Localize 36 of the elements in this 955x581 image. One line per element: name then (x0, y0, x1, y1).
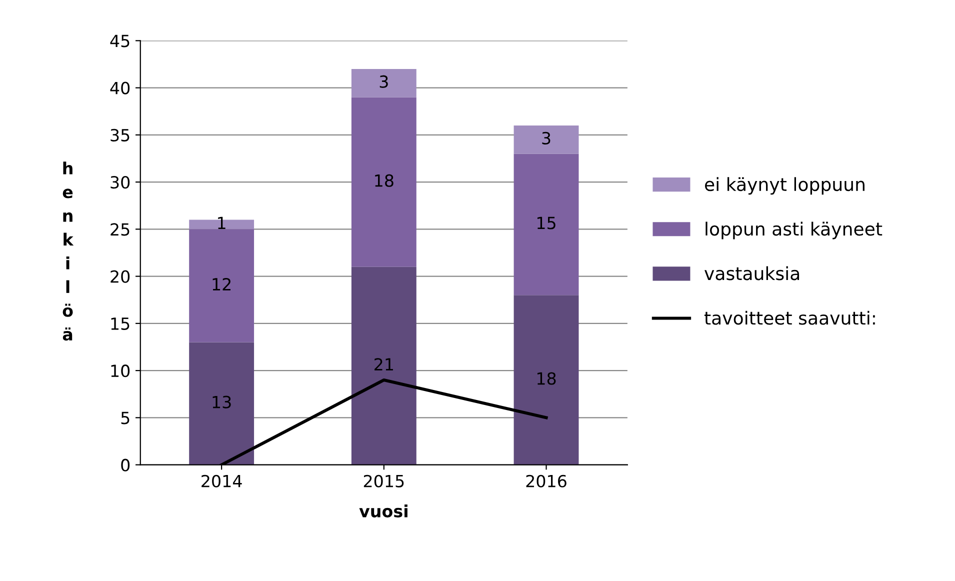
data-label: 21 (374, 358, 393, 370)
y-tick-label: 45 (110, 34, 130, 48)
x-axis-title: vuosi (359, 504, 408, 518)
x-tick-label: 2014 (202, 474, 242, 488)
y-tick-label: 5 (121, 412, 130, 424)
y-tick-label: 20 (110, 270, 130, 283)
bar (189, 342, 254, 465)
bar (514, 295, 579, 465)
legend-label: vastauksia (704, 266, 800, 280)
bar (514, 154, 579, 296)
data-label: 13 (212, 396, 231, 408)
y-tick-label: 0 (121, 458, 130, 472)
data-label: 12 (212, 278, 230, 290)
data-label: 18 (375, 174, 394, 187)
y-tick-label: 35 (110, 128, 130, 142)
legend-label: ei käynyt loppuun (704, 177, 864, 195)
data-label: 1 (218, 216, 226, 230)
data-label: 3 (542, 132, 550, 144)
y-tick-label: 15 (111, 318, 130, 330)
legend-label: tavoitteet saavutti: (704, 310, 875, 325)
y-axis-title: henkilöä (62, 162, 74, 341)
bar (189, 229, 254, 342)
y-tick-label: 30 (110, 176, 130, 189)
bar (351, 68, 416, 98)
y-tick-label: 25 (110, 223, 130, 236)
data-label: 15 (537, 216, 556, 230)
bar (351, 97, 416, 267)
legend-label: loppun asti käyneet (706, 222, 882, 240)
data-label: 3 (380, 75, 388, 88)
bar (351, 266, 416, 465)
bar (514, 125, 579, 154)
y-tick-label: 40 (110, 82, 130, 94)
x-tick-label: 2015 (364, 474, 404, 488)
data-label: 18 (537, 372, 556, 385)
y-tick-label: 10 (111, 364, 130, 378)
x-tick-label: 2016 (526, 474, 566, 488)
